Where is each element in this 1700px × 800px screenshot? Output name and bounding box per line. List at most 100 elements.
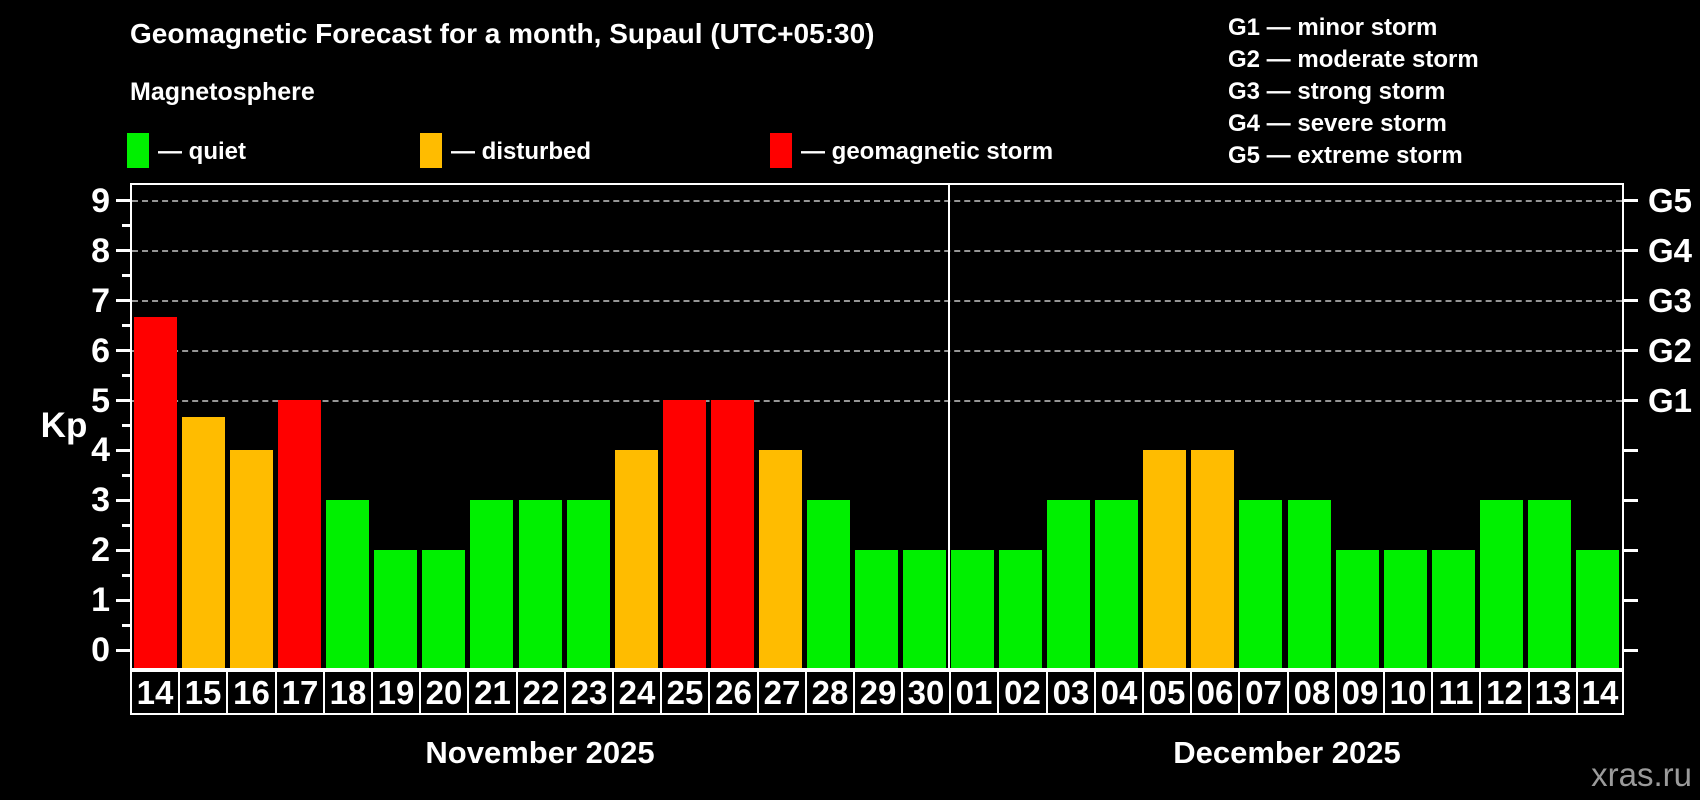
date-cell-27-november: 27 [757, 670, 807, 715]
date-cell-10-december: 10 [1383, 670, 1433, 715]
right-axis-label-g1: G1 [1648, 381, 1693, 419]
storm-scale-line-g3: G3 — strong storm [1228, 78, 1446, 105]
bar-day-30-november [903, 550, 946, 668]
left-major-tick-0 [116, 648, 130, 652]
bar-day-11-december [1432, 550, 1475, 668]
left-major-tick-1 [116, 598, 130, 602]
right-major-tick-9 [1624, 199, 1638, 203]
storm-scale-legend: G1 — minor storm G2 — moderate storm G3 — … [1228, 12, 1479, 172]
bar-day-26-november [711, 400, 754, 668]
date-cell-29-november: 29 [853, 670, 903, 715]
watermark: xras.ru [1591, 756, 1692, 793]
bar-day-17-november [278, 400, 321, 668]
left-minor-tick-3-5 [122, 473, 130, 477]
left-minor-tick-1-5 [122, 573, 130, 577]
right-axis-label-g4: G4 [1648, 231, 1693, 269]
bar-day-05-december [1143, 450, 1186, 668]
bar-day-03-december [1047, 500, 1090, 668]
date-cell-30-november: 30 [901, 670, 951, 715]
right-major-tick-8 [1624, 249, 1638, 253]
date-cell-17-november: 17 [275, 670, 325, 715]
month-label-december: December 2025 [1173, 735, 1401, 770]
bar-day-15-november [182, 417, 225, 668]
month-label-november: November 2025 [425, 735, 655, 770]
date-cell-09-december: 09 [1335, 670, 1385, 715]
bar-day-18-november [326, 500, 369, 668]
bar-day-01-december [951, 550, 994, 668]
kp-tick-label-7: 7 [91, 281, 110, 320]
left-major-tick-5 [116, 399, 130, 402]
bar-day-08-december [1288, 500, 1331, 668]
chart-subtitle: Magnetosphere [130, 78, 315, 106]
left-minor-tick-6-5 [122, 324, 130, 328]
month-divider [948, 185, 950, 668]
bar-day-22-november [519, 500, 562, 668]
date-cell-08-december: 08 [1287, 670, 1337, 715]
right-major-tick-2 [1624, 548, 1638, 552]
kp-tick-label-1: 1 [91, 581, 110, 620]
left-major-tick-4 [116, 448, 130, 452]
legend-label-storm: — geomagnetic storm [801, 138, 1054, 165]
date-cell-03-december: 03 [1046, 670, 1096, 715]
right-major-tick-7 [1624, 299, 1638, 303]
bar-day-20-november [422, 550, 465, 668]
kp-tick-label-5: 5 [91, 381, 110, 420]
kp-tick-label-9: 9 [91, 181, 110, 220]
left-minor-tick-7-5 [122, 274, 130, 278]
date-cell-22-november: 22 [516, 670, 566, 715]
kp-tick-label-3: 3 [91, 481, 110, 520]
storm-scale-line-g1: G1 — minor storm [1228, 14, 1438, 41]
legend-label-quiet: — quiet [158, 138, 246, 165]
kp-tick-label-4: 4 [91, 431, 110, 470]
legend-swatch-disturbed [420, 133, 442, 168]
date-cell-16-november: 16 [226, 670, 277, 715]
left-major-tick-6 [116, 349, 130, 353]
storm-scale-line-g2: G2 — moderate storm [1228, 46, 1479, 73]
right-major-tick-1 [1624, 598, 1638, 602]
gridline-kp9 [132, 199, 1622, 202]
date-cell-14-november: 14 [130, 670, 180, 715]
right-major-tick-0 [1624, 648, 1638, 652]
date-cell-02-december: 02 [997, 670, 1048, 715]
date-cell-07-december: 07 [1238, 670, 1289, 715]
legend-swatch-storm [770, 133, 792, 168]
gridline-kp8 [132, 249, 1622, 252]
date-cell-14-december: 14 [1576, 670, 1624, 715]
date-cell-13-december: 13 [1528, 670, 1578, 715]
right-axis-label-g2: G2 [1648, 331, 1693, 369]
date-cell-26-november: 26 [708, 670, 759, 715]
date-cell-19-november: 19 [371, 670, 421, 715]
chart-title: Geomagnetic Forecast for a month, Supaul… [130, 18, 875, 49]
storm-scale-line-g4: G4 — severe storm [1228, 110, 1447, 137]
bar-day-23-november [567, 500, 610, 668]
left-major-tick-9 [116, 199, 130, 203]
left-major-tick-7 [116, 299, 130, 303]
storm-scale-line-g5: G5 — extreme storm [1228, 142, 1463, 169]
right-axis-label-g3: G3 [1648, 281, 1693, 319]
left-minor-tick-0-5 [122, 623, 130, 627]
kp-tick-label-2: 2 [91, 531, 110, 570]
right-axis-label-g5: G5 [1648, 181, 1693, 219]
left-minor-tick-2-5 [122, 523, 130, 527]
date-cell-24-november: 24 [612, 670, 662, 715]
date-cell-12-december: 12 [1479, 670, 1530, 715]
gridline-kp5 [132, 399, 1622, 402]
bar-day-14-december [1576, 550, 1619, 668]
bar-day-21-november [470, 500, 513, 668]
gridline-kp6 [132, 349, 1622, 352]
date-cell-18-november: 18 [323, 670, 373, 715]
bar-day-12-december [1480, 500, 1523, 668]
plot-area [130, 183, 1624, 670]
bar-day-09-december [1336, 550, 1379, 668]
bar-day-14-november [134, 317, 177, 668]
bar-day-04-december [1095, 500, 1138, 668]
date-cell-21-november: 21 [467, 670, 518, 715]
right-major-tick-3 [1624, 498, 1638, 502]
bar-day-24-november [615, 450, 658, 668]
bar-day-13-december [1528, 500, 1571, 668]
date-cell-11-december: 11 [1431, 670, 1481, 715]
date-cell-15-november: 15 [178, 670, 228, 715]
date-cell-20-november: 20 [419, 670, 469, 715]
right-major-tick-6 [1624, 349, 1638, 353]
